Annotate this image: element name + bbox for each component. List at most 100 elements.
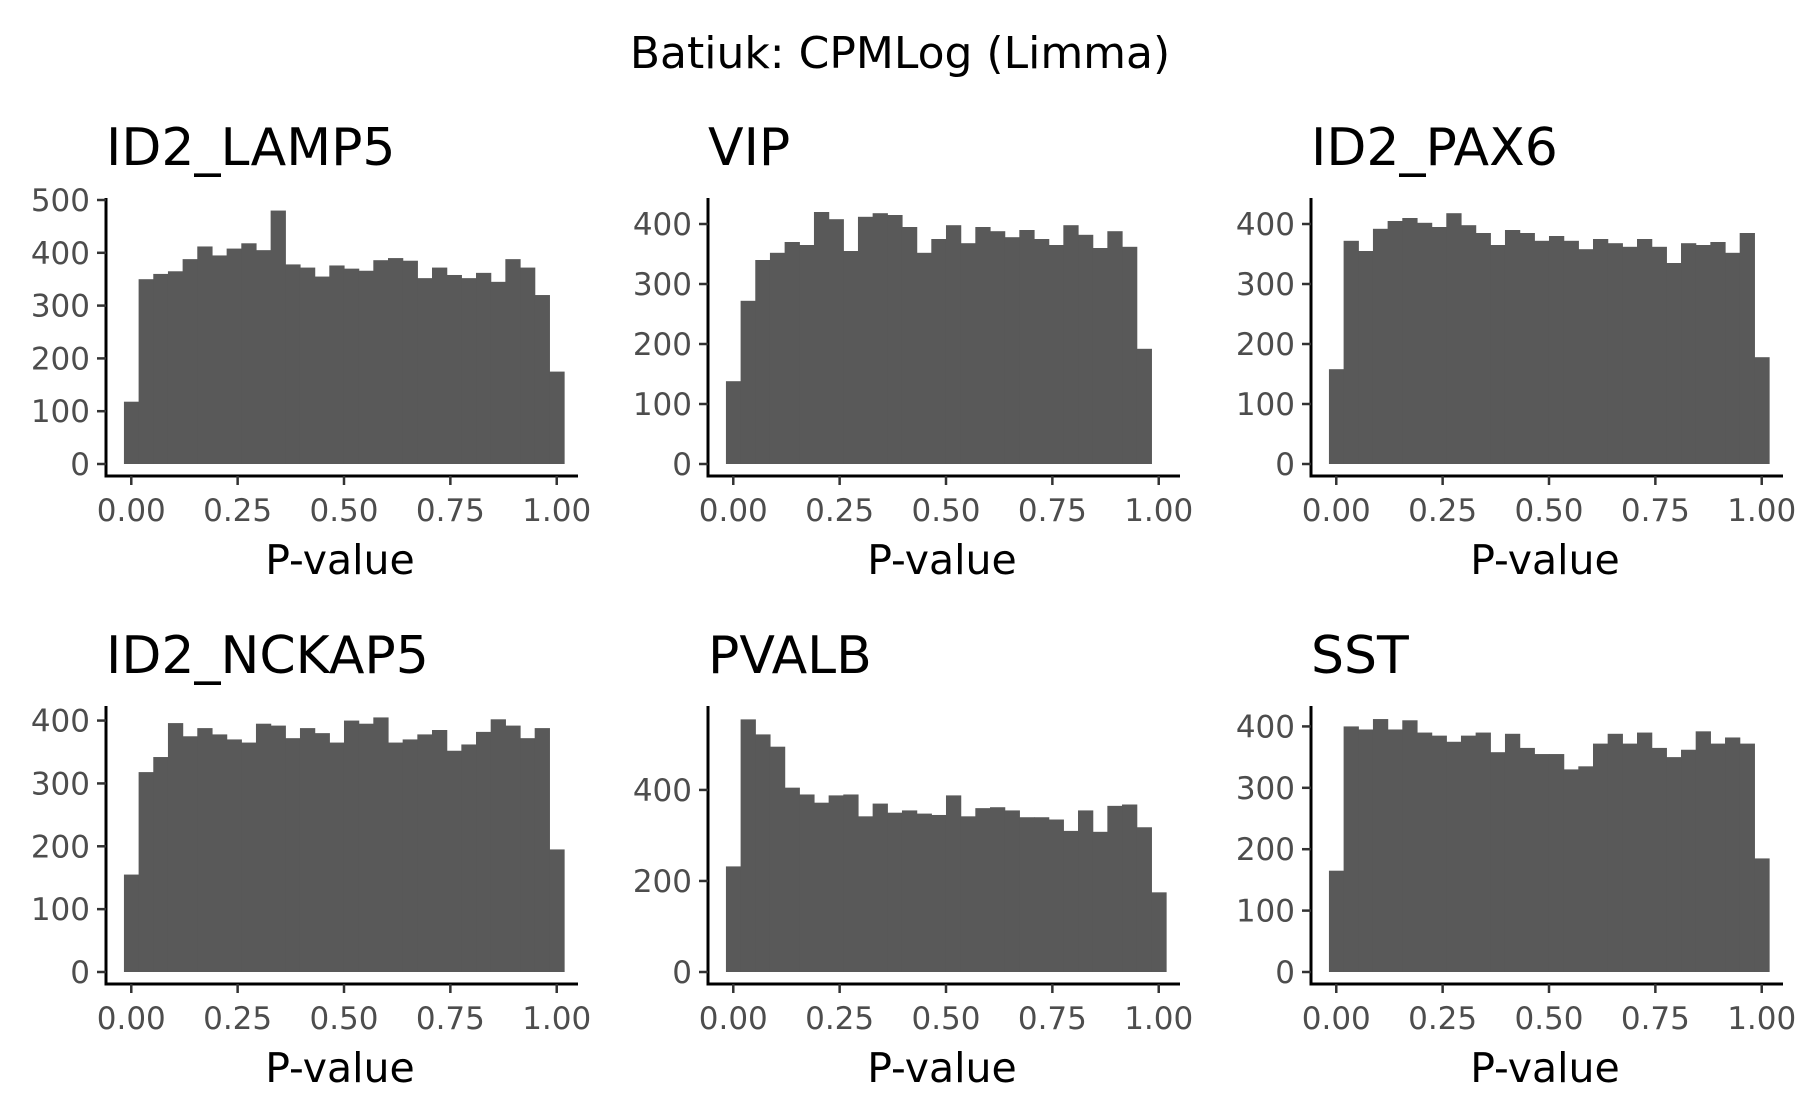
histogram-bar [1402,720,1418,972]
histogram-bar [931,814,947,972]
y-tick-label: 100 [1236,387,1295,423]
histogram-bar [505,725,521,972]
x-axis-label: P-value [265,1044,415,1092]
histogram-bar [887,215,903,464]
x-tick-label: 0.25 [203,493,272,529]
y-tick-label: 200 [633,864,692,900]
y-tick-label: 0 [1275,955,1295,991]
histogram-bar [1475,233,1491,464]
histogram-bar [769,252,786,464]
histogram-bar [1358,729,1374,972]
y-tick-label: 500 [31,183,90,219]
histogram-bar [1048,245,1064,464]
histogram-bar [975,808,991,972]
histogram-bar [1695,245,1711,464]
histogram-bar [373,260,389,464]
histogram-bar [1548,754,1565,972]
panel-id2-lamp5: ID2_LAMP5 0 100 200 300 400 500 0.00 0.25 0.50 0.7… [31,118,591,584]
histogram-bar [476,272,492,464]
histogram-bar [1460,225,1477,464]
histogram-bar [138,772,154,972]
histogram-bar [182,736,198,972]
panel-id2-nckap5: ID2_NCKAP5 0 100 200 300 400 0.00 0.25 0.50 0.75 1… [31,626,591,1092]
figure-title: Batiuk: CPMLog (Limma) [630,28,1170,79]
y-tick-label: 0 [70,447,90,483]
histogram-bar [755,734,771,972]
histogram-bar [1151,892,1167,972]
histogram-bar [1607,243,1623,464]
x-tick-label: 0.75 [1621,493,1690,529]
histogram-bar [740,300,756,464]
histogram-bar [534,728,550,972]
histogram-bar [1358,251,1374,464]
histogram-bar [1622,743,1638,972]
histogram-bar [373,717,389,972]
histogram-bar [901,227,918,464]
histogram-bar [945,225,962,464]
histogram-bar [387,742,404,972]
histogram-bar [505,259,521,464]
histogram-bar [167,723,184,972]
histogram-bar [1343,240,1359,464]
x-tick-label: 0.50 [1514,1001,1583,1037]
histogram-bar [725,866,742,972]
histogram-bar [828,795,844,972]
histogram-bar [1416,732,1433,972]
histogram-bar [446,750,462,972]
histogram-bar [1534,240,1550,464]
x-tick-label: 1.00 [1124,1001,1193,1037]
histogram-bar [1372,228,1389,464]
histogram-bar [520,738,536,972]
y-tick-label: 0 [1275,447,1295,483]
y-tick-label: 400 [1236,709,1295,745]
histogram-bar [182,259,198,464]
histogram-bar [226,248,242,464]
x-tick-label: 0.25 [1408,1001,1477,1037]
histogram-bar [255,250,272,464]
x-axis-label: P-value [1470,536,1620,584]
x-axis-label: P-value [867,536,1017,584]
histogram-bar [1710,743,1726,972]
histogram-bar [329,742,345,972]
x-axis-label: P-value [265,536,415,584]
histogram-bar [843,794,859,972]
panel-id2-pax6: ID2_PAX6 0 100 200 300 400 0.00 0.25 0.50 0.75 1.0… [1236,118,1796,584]
histogram-bar [857,816,874,972]
histogram-bar [241,243,257,464]
histogram-bar [490,281,506,464]
x-axis-label: P-value [1470,1044,1620,1092]
histogram-bar [1136,827,1152,972]
histogram-bar [211,255,228,464]
bars [123,717,565,972]
histogram-bar [740,719,756,972]
histogram-bar [1725,252,1741,464]
histogram-bar [1328,870,1345,972]
histogram-bar [1431,735,1447,972]
histogram-bar [1754,357,1770,464]
histogram-bar [1107,231,1123,464]
histogram-bar [828,219,844,464]
histogram-bar [1666,263,1682,464]
x-tick-label: 0.75 [416,493,485,529]
histogram-bar [1637,732,1653,972]
histogram-bar [784,242,800,464]
histogram-bar [916,252,932,464]
x-tick-label: 0.25 [805,1001,874,1037]
histogram-bar [299,267,316,464]
histogram-bar [1446,741,1462,972]
histogram-bar [153,757,169,972]
histogram-bar [1092,831,1108,972]
histogram-bar [813,212,830,464]
histogram-bar [799,245,815,464]
histogram-bar [1490,752,1506,972]
y-tick-label: 400 [31,704,90,740]
histogram-bar [1019,230,1035,464]
x-tick-label: 0.25 [203,1001,272,1037]
histogram-bar [432,730,448,972]
histogram-bar [1651,747,1667,972]
histogram-bar [1519,233,1535,464]
histogram-bar [1328,369,1345,464]
histogram-bar [226,739,242,972]
histogram-bar [1725,737,1741,972]
